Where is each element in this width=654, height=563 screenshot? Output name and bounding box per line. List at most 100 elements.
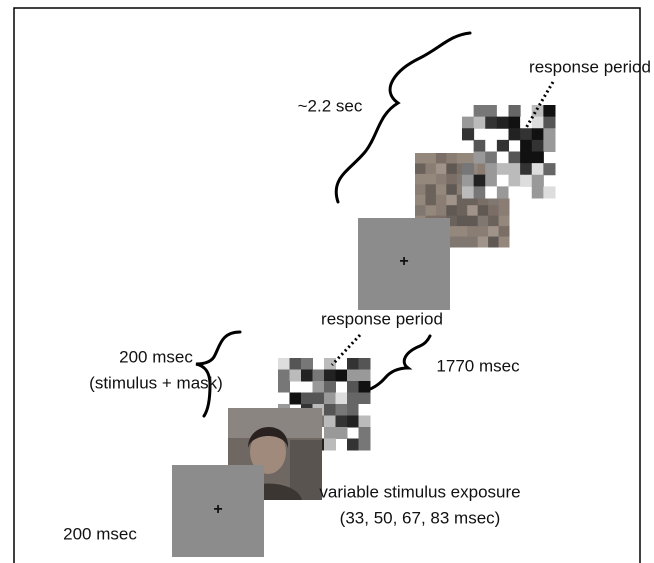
mosaic-tile <box>467 153 479 164</box>
mosaic-tile <box>278 381 290 393</box>
mosaic-tile <box>425 194 437 206</box>
mosaic-tile <box>543 105 556 118</box>
mosaic-tile <box>415 173 426 185</box>
mosaic-tile <box>415 163 426 175</box>
mosaic-tile <box>488 205 500 217</box>
mosaic-tile <box>496 105 509 118</box>
mosaic-tile <box>324 404 336 416</box>
mosaic-tile <box>496 163 509 176</box>
response-label-short: response period <box>321 309 443 328</box>
brace-long <box>334 31 472 204</box>
mosaic-tile <box>347 358 359 370</box>
mosaic-tile <box>347 404 359 416</box>
mosaic-tile <box>467 205 479 217</box>
mosaic-tile <box>358 438 371 451</box>
mosaic-tile <box>415 194 426 206</box>
mosaic-tile <box>473 174 486 187</box>
duration-long: ~2.2 sec <box>298 96 363 115</box>
mosaic-tile <box>520 151 533 164</box>
mosaic-tile <box>456 236 468 248</box>
mosaic-tile <box>485 163 498 176</box>
mosaic-tile <box>531 128 544 141</box>
mosaic-tile <box>425 205 437 217</box>
response-duration: 1770 msec <box>436 356 520 375</box>
mosaic-tile <box>543 116 556 129</box>
stimulus-mask-duration: 200 msec <box>119 347 193 366</box>
mosaic-tile <box>477 163 489 175</box>
mosaic-tile <box>473 139 486 152</box>
mosaic-tile <box>415 184 426 196</box>
mosaic-tile <box>425 173 437 185</box>
mosaic-tile <box>508 151 521 164</box>
mosaic-tile <box>508 116 521 129</box>
mosaic-tile <box>456 205 468 217</box>
mosaic-tile <box>335 427 348 439</box>
mosaic-tile <box>531 174 544 187</box>
mosaic-tile <box>496 116 509 129</box>
mosaic-tile <box>520 116 533 129</box>
mosaic-tile <box>358 392 371 405</box>
mosaic-tile <box>477 194 489 206</box>
mosaic-tile <box>289 358 302 370</box>
mosaic-tile <box>456 153 468 164</box>
fixation-screen <box>172 465 264 557</box>
mosaic-tile <box>531 105 544 118</box>
mosaic-tile <box>520 174 533 187</box>
mosaic-tile <box>485 151 498 164</box>
mosaic-tile <box>543 186 556 199</box>
mosaic-tile <box>425 153 437 164</box>
mosaic-tile <box>467 226 479 238</box>
pointer-dots <box>330 333 362 367</box>
exposure-label: (33, 50, 67, 83 msec) <box>340 508 501 527</box>
mosaic-tile <box>477 236 489 248</box>
mosaic-tile <box>312 369 325 382</box>
mosaic-tile <box>324 427 336 439</box>
mosaic-tile <box>498 236 510 248</box>
mosaic-tile <box>498 226 510 238</box>
mosaic-tile <box>324 381 336 393</box>
mosaic-tile <box>446 163 458 175</box>
mosaic-tile <box>335 404 348 416</box>
mosaic-tile <box>456 194 468 206</box>
mosaic-tile <box>462 128 475 141</box>
mosaic-tile <box>508 105 521 118</box>
mosaic-tile <box>531 139 544 152</box>
mosaic-tile <box>358 427 371 439</box>
mosaic-tile <box>477 226 489 238</box>
mosaic-tile <box>531 163 544 176</box>
fixation-cross: + <box>399 253 408 270</box>
mosaic-tile <box>312 381 325 393</box>
frame <box>13 7 641 563</box>
mosaic-tile <box>415 153 426 164</box>
mosaic-mask <box>462 105 556 199</box>
mosaic-tile <box>498 205 510 217</box>
mosaic-tile <box>488 226 500 238</box>
mosaic-tile <box>477 205 489 217</box>
exposure-label: variable stimulus exposure <box>319 482 520 501</box>
mosaic-tile <box>347 381 359 393</box>
mosaic-tile <box>462 186 475 199</box>
mosaic-tile <box>312 392 325 405</box>
mosaic-tile <box>473 105 486 118</box>
fixation-screen <box>358 218 450 310</box>
response-label-long: response period <box>529 57 651 76</box>
mosaic-tile <box>508 163 521 176</box>
mosaic-tile <box>485 139 498 152</box>
mosaic-tile <box>347 415 359 428</box>
mosaic-tile <box>446 153 458 164</box>
mosaic-tile <box>543 128 556 141</box>
mosaic-tile <box>520 128 533 141</box>
mosaic-tile <box>415 205 426 217</box>
mosaic-tile <box>324 415 336 428</box>
mosaic-tile <box>473 116 486 129</box>
mosaic-tile <box>543 139 556 152</box>
mosaic-tile <box>324 358 336 370</box>
mosaic-tile <box>446 205 458 217</box>
mosaic-tile <box>488 236 500 248</box>
mosaic-tile <box>498 194 510 206</box>
mosaic-tile <box>508 128 521 141</box>
mosaic-tile <box>446 226 458 238</box>
mosaic-tile <box>358 369 371 382</box>
